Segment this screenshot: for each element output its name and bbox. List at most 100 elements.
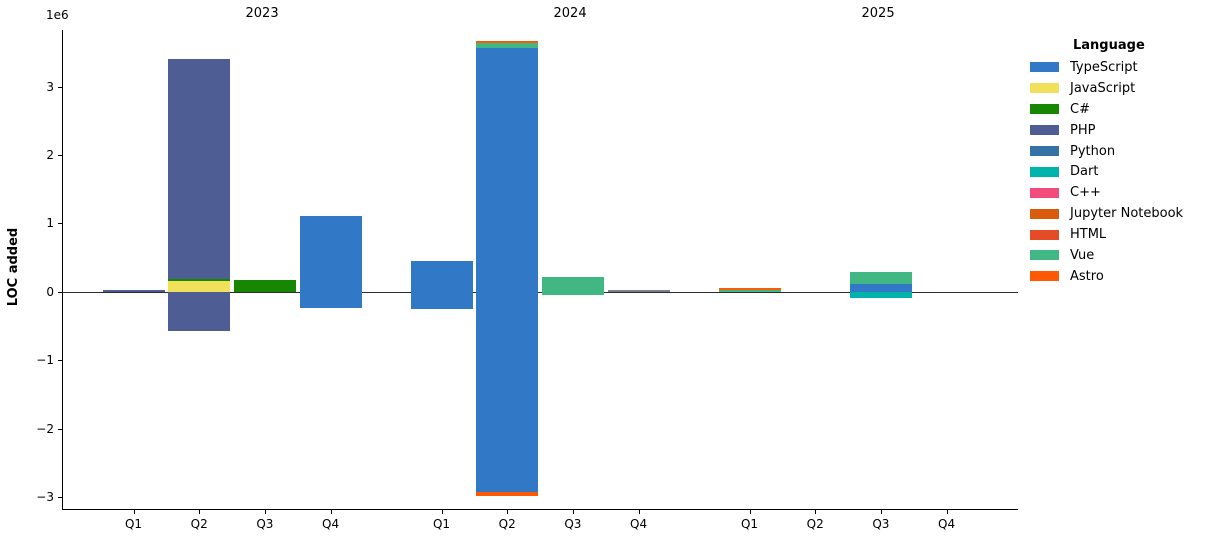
x-tick-label: Q2 [498,516,516,531]
legend-item-python: Python [1030,141,1183,162]
y-tick-mark [58,291,62,293]
bar-segment-typescript [476,291,539,493]
bar-segment-php [168,291,231,331]
y-tick-label: −1 [36,353,54,368]
bar-segment-typescript [849,284,912,292]
x-tick-label: Q2 [806,516,824,531]
y-axis-spine [62,30,64,509]
legend-label: Vue [1070,247,1095,263]
bar-segment-c- [168,279,231,281]
legend-item-c-: C++ [1030,182,1183,203]
legend-swatch-icon [1030,83,1059,94]
x-axis-spine [62,508,1018,510]
bar-segment-dart [607,291,670,293]
legend-label: HTML [1070,227,1107,243]
y-axis-offset-label: 1e6 [46,8,69,22]
bar-segment-vue [476,43,539,48]
bar-segment-typescript [410,260,473,292]
x-tick-label: Q4 [322,516,340,531]
y-tick-mark [58,360,62,362]
bar-segment-c- [233,280,296,292]
x-tick-label: Q4 [938,516,956,531]
legend-title: Language [1073,38,1145,53]
x-tick-label: Q3 [872,516,890,531]
bar-segment-typescript [299,216,362,292]
legend-label: Python [1070,143,1116,159]
bar-segment-typescript [410,291,473,309]
x-tick-label: Q3 [256,516,274,531]
bar-segment-typescript [476,47,539,292]
x-tick-mark [507,509,509,514]
bar-segment-astro [476,40,539,44]
x-tick-mark [880,509,883,514]
legend-item-jupyter-notebook: Jupyter Notebook [1030,203,1183,224]
bar-segment-c- [607,289,670,291]
x-tick-mark [749,509,751,514]
legend: Language TypeScript JavaScript C# PHP Python… [1030,38,1183,287]
y-tick-label: 1 [46,216,54,231]
legend-swatch-icon [1030,250,1059,261]
legend-label: PHP [1070,122,1096,138]
x-tick-mark [330,509,332,514]
x-tick-mark [441,509,443,514]
year-group-label: 2024 [553,6,587,21]
legend-item-astro: Astro [1030,266,1183,287]
bar-segment-vue [718,289,781,292]
year-group-label: 2025 [861,6,895,21]
legend-swatch-icon [1030,146,1059,156]
legend-label: Dart [1070,164,1099,180]
legend-item-html: HTML [1030,224,1183,245]
x-tick-mark [572,509,575,514]
year-group-label: 2023 [245,6,279,21]
x-tick-mark [815,509,817,514]
bar-segment-vue [541,291,604,296]
legend-swatch-icon [1030,229,1059,240]
legend-item-php: PHP [1030,120,1183,141]
bar-segment-vue [541,276,604,292]
legend-swatch-icon [1030,62,1059,73]
legend-item-typescript: TypeScript [1030,57,1183,78]
legend-label: C++ [1070,185,1101,201]
bar-segment-php [102,290,165,292]
bar-segment-astro [476,492,539,496]
bar-segment-php [168,59,231,280]
x-tick-label: Q1 [124,516,143,531]
legend-swatch-icon [1030,166,1059,177]
legend-label: C# [1070,101,1090,117]
legend-item-vue: Vue [1030,245,1183,266]
bar-segment-dart [849,291,912,298]
legend-item-dart: Dart [1030,161,1183,182]
y-tick-label: 3 [46,79,54,94]
y-tick-mark [58,223,62,225]
x-tick-label: Q1 [740,516,759,531]
y-tick-mark [58,154,62,157]
x-tick-label: Q1 [432,516,451,531]
bar-segment-astro [718,288,781,290]
legend-label: JavaScript [1070,80,1136,96]
x-tick-mark [199,509,201,514]
zero-line [62,291,1018,293]
x-tick-label: Q4 [630,516,648,531]
x-tick-mark [133,509,135,514]
legend-swatch-icon [1030,125,1059,136]
y-tick-label: 0 [46,284,54,299]
x-tick-mark [264,509,267,514]
legend-swatch-icon [1030,187,1059,198]
bar-segment-typescript [299,291,362,309]
legend-label: Astro [1070,268,1104,284]
bar-segment-vue [849,271,912,285]
legend-swatch-icon [1030,104,1059,115]
x-tick-mark [946,509,948,514]
x-tick-label: Q2 [190,516,208,531]
legend-label: TypeScript [1070,59,1138,75]
legend-swatch-icon [1030,271,1059,282]
y-tick-mark [58,86,62,88]
y-tick-label: −2 [36,421,54,436]
bar-segment-javascript [168,280,231,292]
y-tick-label: 2 [46,147,54,162]
legend-swatch-icon [1030,208,1059,219]
y-tick-mark [58,496,62,499]
y-tick-label: −3 [36,489,54,504]
x-tick-mark [638,509,640,514]
